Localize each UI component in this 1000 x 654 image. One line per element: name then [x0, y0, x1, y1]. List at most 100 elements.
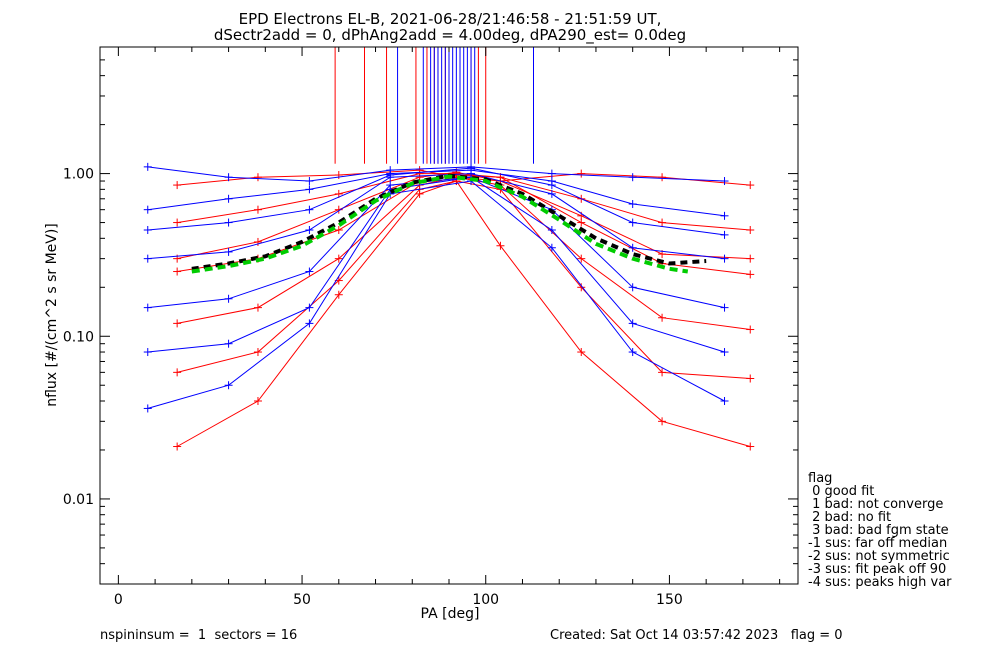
red-data-point: [253, 396, 262, 405]
red-series-line: [176, 180, 751, 379]
y-tick-label: 0.01: [63, 492, 94, 508]
chart-title-line1: EPD Electrons EL-B, 2021-06-28/21:46:58 …: [239, 10, 662, 28]
blue-data-point: [305, 177, 314, 186]
blue-data-point: [143, 254, 152, 263]
blue-data-point: [386, 171, 395, 180]
x-tick-label: 0: [114, 592, 123, 608]
blue-data-point: [547, 169, 556, 178]
blue-data-point: [224, 173, 233, 182]
blue-data-point: [720, 348, 729, 357]
red-data-point: [577, 254, 586, 263]
blue-data-point: [628, 319, 637, 328]
blue-data-point: [720, 177, 729, 186]
blue-data-point: [547, 181, 556, 190]
red-data-point: [746, 226, 755, 235]
blue-data-point: [143, 226, 152, 235]
footer-created-info: Created: Sat Oct 14 03:57:42 2023 flag =…: [550, 628, 843, 643]
red-data-point: [173, 218, 182, 227]
blue-data-point: [628, 243, 637, 252]
red-series-line: [176, 180, 751, 447]
legend-item: -2 sus: not symmetric: [808, 549, 950, 564]
blue-series-line: [147, 173, 725, 260]
legend-title: flag: [808, 471, 832, 486]
blue-data-point: [628, 283, 637, 292]
red-data-point: [658, 368, 667, 377]
blue-data-point: [305, 267, 314, 276]
red-data-point: [173, 319, 182, 328]
blue-data-point: [547, 189, 556, 198]
red-data-point: [496, 241, 505, 250]
y-tick-label: 0.10: [63, 329, 94, 345]
blue-data-point: [143, 205, 152, 214]
red-data-point: [658, 173, 667, 182]
red-data-point: [746, 374, 755, 383]
red-data-point: [746, 270, 755, 279]
red-data-point: [746, 325, 755, 334]
red-data-point: [253, 237, 262, 246]
red-data-point: [173, 368, 182, 377]
model-fit-line: [191, 174, 689, 274]
legend-item: -4 sus: peaks high var: [808, 575, 952, 590]
red-data-point: [173, 267, 182, 276]
blue-data-point: [224, 194, 233, 203]
red-data-point: [253, 205, 262, 214]
blue-data-point: [720, 303, 729, 312]
red-data-point: [577, 283, 586, 292]
red-data-point: [415, 189, 424, 198]
spike-lines: [334, 47, 534, 164]
blue-series-line: [147, 180, 725, 409]
blue-data-point: [547, 226, 556, 235]
blue-data-point: [143, 162, 152, 171]
blue-data-point: [305, 226, 314, 235]
red-data-point: [577, 348, 586, 357]
blue-data-point: [224, 381, 233, 390]
y-axis-label: nflux [#/(cm^2 s sr MeV)]: [44, 223, 60, 407]
blue-data-point: [143, 303, 152, 312]
blue-data-point: [224, 218, 233, 227]
legend-item: 0 good fit: [808, 484, 874, 499]
blue-data-point: [224, 339, 233, 348]
red-data-point: [746, 254, 755, 263]
x-tick-label: 50: [293, 592, 311, 608]
blue-data-point: [628, 173, 637, 182]
red-data-point: [173, 442, 182, 451]
footer-spin-info: nspininsum = 1 sectors = 16: [100, 628, 297, 643]
red-data-point: [173, 181, 182, 190]
blue-series-line: [147, 166, 725, 182]
red-data-point: [334, 171, 343, 180]
red-data-point: [253, 173, 262, 182]
blue-data-point: [720, 254, 729, 263]
red-data-point: [334, 226, 343, 235]
blue-data-point: [224, 294, 233, 303]
red-data-point: [658, 313, 667, 322]
blue-data-point: [305, 205, 314, 214]
y-axis: 0.01 0.10 1.00: [63, 59, 798, 565]
legend-item: 2 bad: no fit: [808, 510, 891, 525]
blue-data-point: [720, 211, 729, 220]
red-data-point: [253, 348, 262, 357]
y-tick-label: 1.00: [63, 167, 94, 183]
x-axis-label: PA [deg]: [421, 606, 480, 622]
blue-data-point: [720, 396, 729, 405]
red-data-point: [334, 205, 343, 214]
blue-data-point: [305, 303, 314, 312]
blue-data-point: [305, 319, 314, 328]
legend-item: -3 sus: fit peak off 90: [808, 562, 946, 577]
blue-data-point: [305, 185, 314, 194]
x-tick-label: 100: [472, 592, 499, 608]
red-data-point: [334, 254, 343, 263]
blue-series-line: [147, 167, 725, 236]
red-data-point: [577, 169, 586, 178]
x-axis: 0 50 100 150: [114, 47, 781, 608]
red-data-point: [746, 181, 755, 190]
red-data-point: [253, 303, 262, 312]
blue-data-point: [143, 404, 152, 413]
red-data-point: [334, 290, 343, 299]
red-series-line: [177, 176, 751, 330]
x-tick-label: 150: [656, 592, 683, 608]
red-data-point: [746, 442, 755, 451]
legend-item: -1 sus: far off median: [808, 536, 947, 551]
chart-title-line2: dSectr2add = 0, dPhAng2add = 4.00deg, dP…: [214, 26, 686, 45]
